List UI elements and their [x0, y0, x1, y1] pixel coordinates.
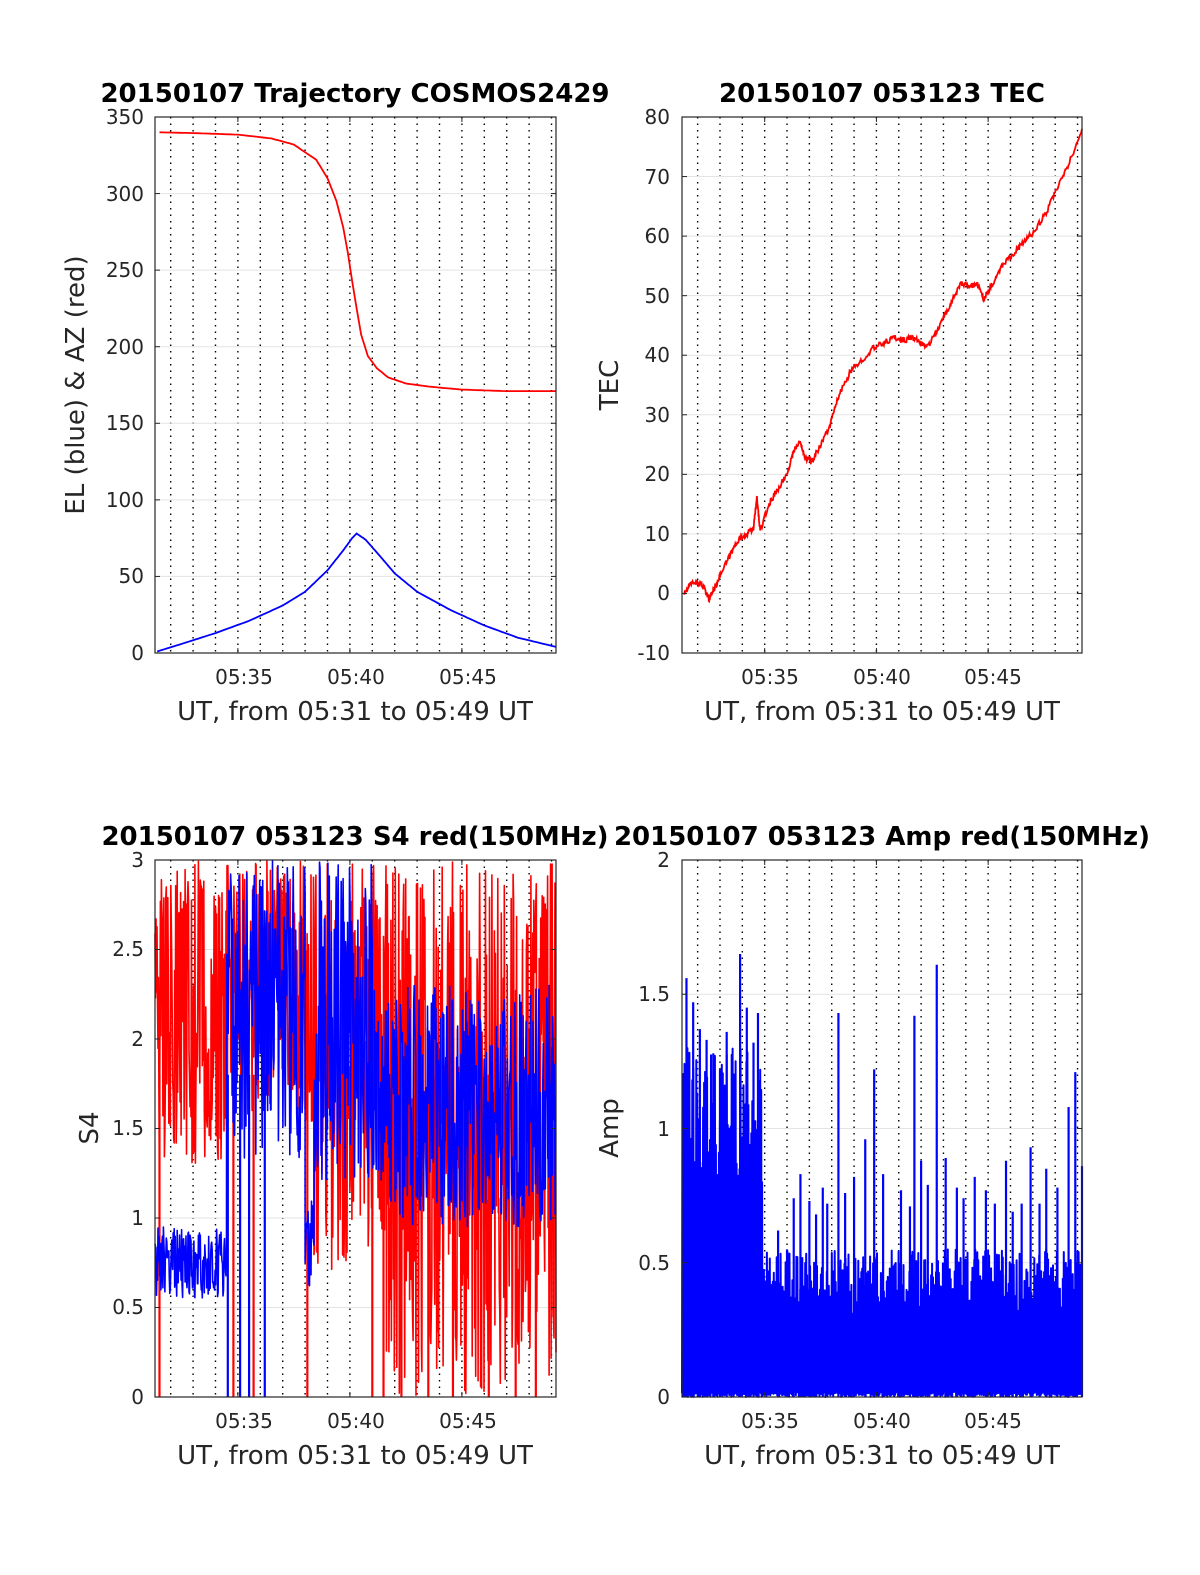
s4-title: 20150107 053123 S4 red(150MHz) [101, 822, 608, 852]
amp-series-trace-1 [681, 1047, 1083, 1398]
s4-ytick-label-5: 2.5 [112, 937, 144, 961]
amp-xtick-label-2: 05:40 [853, 1409, 911, 1433]
amp-xtick-label-1: 05:35 [741, 1409, 799, 1433]
trajectory-ytick-label-3: 150 [106, 411, 144, 435]
s4-ytick-label-0: 0 [131, 1385, 144, 1409]
s4-ytick-label-3: 1.5 [112, 1116, 144, 1140]
trajectory-xlabel: UT, from 05:31 to 05:49 UT [177, 697, 533, 727]
tec-xtick-label-1: 05:35 [741, 665, 799, 689]
amp-xlabel: UT, from 05:31 to 05:49 UT [704, 1441, 1060, 1471]
s4-panel: 20150107 053123 S4 red(150MHz) 05:35 05:… [75, 822, 609, 1471]
s4-xtick-label-1: 05:35 [215, 1409, 273, 1433]
amp-ytick-label-2: 1 [657, 1117, 670, 1141]
s4-ytick-label-1: 0.5 [112, 1295, 144, 1319]
s4-xlabel: UT, from 05:31 to 05:49 UT [177, 1441, 533, 1471]
trajectory-ytick-label-7: 350 [106, 105, 144, 129]
tec-ytick-label-7: 60 [645, 224, 670, 248]
trajectory-series-line-2 [156, 532, 557, 653]
amp-xtick-label-3: 05:45 [964, 1409, 1022, 1433]
amp-series [681, 953, 1084, 1398]
tec-ytick-label-0: -10 [637, 641, 670, 665]
trajectory-axes-box [154, 116, 557, 654]
trajectory-title: 20150107 Trajectory COSMOS2429 [100, 79, 609, 109]
trajectory-ytick-label-4: 200 [106, 335, 144, 359]
tec-xlabel: UT, from 05:31 to 05:49 UT [704, 697, 1060, 727]
tec-ytick-label-9: 80 [645, 105, 670, 129]
trajectory-ytick-label-2: 100 [106, 488, 144, 512]
amp-title: 20150107 053123 Amp red(150MHz) [614, 822, 1150, 852]
tec-ylabel: TEC [595, 360, 625, 411]
amp-ytick-label-1: 0.5 [638, 1251, 670, 1275]
tec-ytick-label-1: 0 [657, 581, 670, 605]
trajectory-ytick-label-6: 300 [106, 182, 144, 206]
trajectory-ylabel: EL (blue) & AZ (red) [61, 255, 91, 514]
amp-ytick-label-0: 0 [657, 1385, 670, 1409]
trajectory-xtick-label-1: 05:35 [215, 665, 273, 689]
tec-ytick-label-2: 10 [645, 522, 670, 546]
s4-xtick-label-3: 05:45 [439, 1409, 497, 1433]
trajectory-series [156, 131, 557, 653]
tec-xtick-label-2: 05:40 [853, 665, 911, 689]
tec-ytick-label-6: 50 [645, 284, 670, 308]
amp-ytick-label-4: 2 [657, 848, 670, 872]
tec-ytick-label-3: 20 [645, 462, 670, 486]
s4-ytick-label-2: 1 [131, 1206, 144, 1230]
tec-ytick-label-8: 70 [645, 165, 670, 189]
trajectory-ticks [155, 116, 556, 654]
tec-ticks [682, 116, 1082, 654]
trajectory-ytick-label-0: 0 [131, 641, 144, 665]
trajectory-panel: 20150107 Trajectory COSMOS2429 05:35 05:… [61, 79, 610, 727]
tec-series-line-1 [683, 128, 1083, 604]
tec-xtick-label-3: 05:45 [964, 665, 1022, 689]
s4-ytick-label-6: 3 [131, 848, 144, 872]
amp-ytick-label-3: 1.5 [638, 982, 670, 1006]
trajectory-ytick-label-1: 50 [119, 564, 144, 588]
trajectory-ytick-label-5: 250 [106, 258, 144, 282]
trajectory-xtick-label-3: 05:45 [439, 665, 497, 689]
tec-axes-box [681, 116, 1083, 654]
amp-ticks [682, 859, 1082, 1398]
tec-ytick-label-5: 40 [645, 343, 670, 367]
s4-ticks [155, 859, 556, 1398]
amp-ylabel: Amp [595, 1098, 625, 1158]
amp-panel: 20150107 053123 Amp red(150MHz) 05:35 05… [595, 822, 1150, 1471]
tec-series [683, 128, 1083, 604]
tec-title: 20150107 053123 TEC [719, 79, 1045, 109]
s4-xtick-label-2: 05:40 [327, 1409, 385, 1433]
trajectory-xtick-label-2: 05:40 [327, 665, 385, 689]
tec-grid [682, 116, 1082, 654]
tec-panel: 20150107 053123 TEC 05:35 05:40 05:45 -1… [595, 79, 1083, 727]
tec-ytick-label-4: 30 [645, 403, 670, 427]
trajectory-series-line-1 [159, 131, 556, 392]
s4-series-trace-2 [154, 859, 557, 1299]
s4-ylabel: S4 [75, 1111, 105, 1144]
s4-ytick-label-4: 2 [131, 1027, 144, 1051]
